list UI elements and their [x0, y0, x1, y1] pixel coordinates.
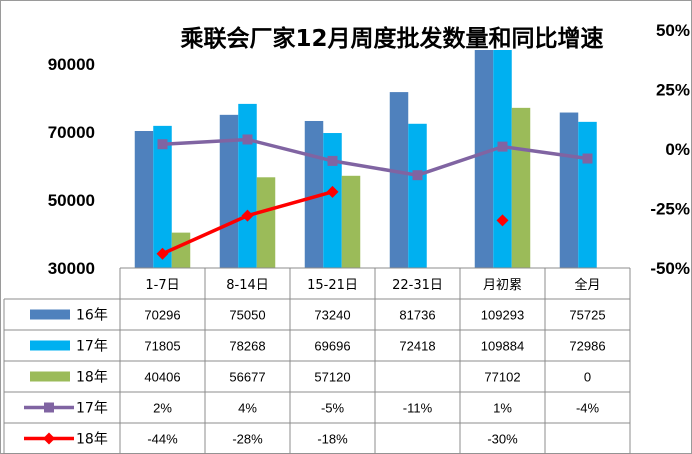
table-cell: 56677	[229, 370, 265, 385]
point-1-5	[497, 141, 508, 152]
table-cell: 71805	[144, 339, 180, 354]
table-cell: -18%	[317, 432, 348, 447]
table-cell: 40406	[144, 370, 180, 385]
category-label: 1-7日	[145, 278, 179, 293]
bar-3-3	[341, 175, 361, 268]
table-cell: 70296	[144, 308, 180, 323]
bar-1-2	[219, 114, 239, 268]
table-cell: 109884	[481, 339, 524, 354]
table-cell: 72418	[399, 339, 435, 354]
table-cell: 1%	[493, 401, 512, 416]
right-tick-label: 25%	[656, 81, 690, 100]
data-table: 1-7日 8-14日 15-21日 22-31日 月初累 全月 16年 70296 75050 7…	[3, 267, 631, 454]
point-1-4	[412, 170, 423, 181]
bar-1-5	[474, 50, 494, 268]
table-cell: 73240	[314, 308, 350, 323]
table-cell: 75050	[229, 308, 265, 323]
legend-key-1	[30, 309, 70, 320]
right-axis: -50% -25% 0% 25% 50%	[650, 21, 690, 278]
bar-2-1	[153, 125, 172, 268]
table-cell: 75725	[569, 308, 605, 323]
bar-2-3	[323, 133, 342, 268]
table-cell: -30%	[487, 432, 518, 447]
bars	[134, 50, 597, 269]
legend-marker-4	[44, 402, 54, 413]
table-cell: 109293	[481, 308, 524, 323]
point-1-1	[157, 139, 168, 150]
right-tick-label: 0%	[665, 140, 690, 159]
table-cell: 77102	[484, 370, 520, 385]
table-cell: 81736	[399, 308, 435, 323]
bar-3-5	[511, 107, 531, 268]
table-cell: 0	[584, 370, 591, 385]
category-label: 月初累	[483, 278, 522, 293]
point-2-1	[156, 247, 169, 260]
bar-1-4	[389, 92, 409, 269]
left-tick-label: 30000	[48, 259, 95, 278]
legend-label: 17年	[76, 339, 108, 355]
legend-label: 17年	[76, 401, 108, 417]
bar-3-1	[171, 232, 191, 268]
point-2-2	[241, 209, 254, 222]
bar-1-6	[559, 112, 579, 268]
right-tick-label: -25%	[650, 200, 690, 219]
category-label: 15-21日	[307, 278, 358, 293]
table-cell: -4%	[576, 401, 600, 416]
chart-title: 乘联会厂家12月周度批发数量和同比增速	[179, 25, 603, 52]
table-cell: 2%	[153, 401, 172, 416]
table-cell: -44%	[147, 432, 178, 447]
bar-2-6	[578, 121, 597, 269]
point-1-2	[242, 134, 253, 145]
point-2-5	[496, 214, 509, 227]
right-tick-label: -50%	[650, 259, 690, 278]
table-cell: -5%	[321, 401, 345, 416]
bar-3-2	[256, 177, 276, 268]
table-cell: 69696	[314, 339, 350, 354]
left-tick-label: 90000	[48, 55, 95, 74]
left-tick-label: 50000	[48, 191, 95, 210]
table-cell: -28%	[232, 432, 263, 447]
lines	[156, 134, 593, 260]
point-2-3	[326, 185, 339, 198]
left-tick-label: 70000	[48, 123, 95, 142]
line-1-segment-1	[162, 137, 588, 177]
point-1-3	[327, 155, 338, 166]
legend-label: 18年	[76, 370, 108, 386]
bar-1-1	[134, 130, 154, 268]
right-tick-label: 50%	[656, 21, 690, 40]
point-1-6	[582, 153, 593, 164]
legend-marker-5	[43, 432, 55, 445]
table-cell: 78268	[229, 339, 265, 354]
bar-2-2	[238, 103, 257, 269]
table-cell: 72986	[569, 339, 605, 354]
table-cell: -11%	[403, 401, 433, 416]
legend-key-2	[30, 340, 70, 351]
category-label: 全月	[574, 277, 600, 293]
table-cell: 57120	[314, 370, 350, 385]
legend-label: 16年	[76, 308, 108, 324]
category-label: 8-14日	[226, 278, 269, 293]
table-cell: 4%	[238, 401, 257, 416]
left-axis: 30000 50000 70000 90000	[48, 55, 95, 278]
bar-2-4	[408, 123, 427, 268]
bar-2-5	[493, 50, 512, 268]
category-label: 22-31日	[392, 278, 443, 293]
legend-label: 18年	[76, 432, 108, 448]
legend-key-3	[30, 371, 70, 382]
